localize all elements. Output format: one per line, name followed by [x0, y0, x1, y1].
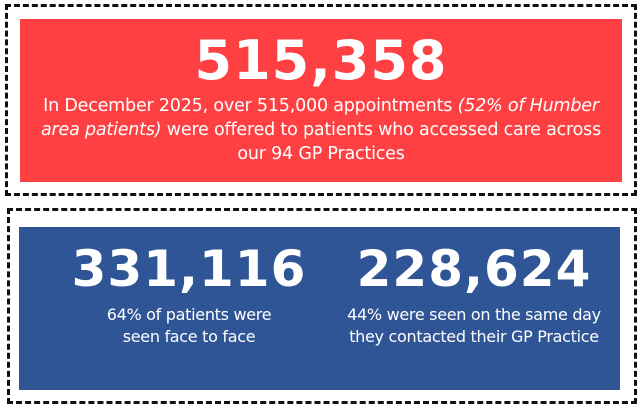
- headline-panel: 515,358 In December 2025, over 515,000 a…: [20, 19, 622, 182]
- headline-text-after: were offered to patients who accessed ca…: [161, 120, 601, 164]
- stats-frame: [7, 208, 637, 404]
- headline-text-italic: (52% of Humber area patients): [41, 96, 599, 140]
- stats-panel: 331,116 64% of patients were seen face t…: [19, 227, 620, 390]
- headline-value: 515,358: [194, 29, 448, 92]
- stat-face-to-face: 331,116 64% of patients were seen face t…: [39, 227, 339, 348]
- stat-value: 228,624: [356, 240, 592, 298]
- stat-caption: 44% were seen on the same day they conta…: [347, 305, 601, 346]
- stat-same-day: 228,624 44% were seen on the same day th…: [329, 227, 619, 348]
- headline-frame: [5, 4, 637, 196]
- headline-text-before: In December 2025, over 515,000 appointme…: [43, 96, 458, 116]
- stat-value: 331,116: [71, 240, 307, 298]
- headline-description: In December 2025, over 515,000 appointme…: [34, 94, 608, 166]
- stat-caption: 64% of patients were seen face to face: [106, 305, 272, 346]
